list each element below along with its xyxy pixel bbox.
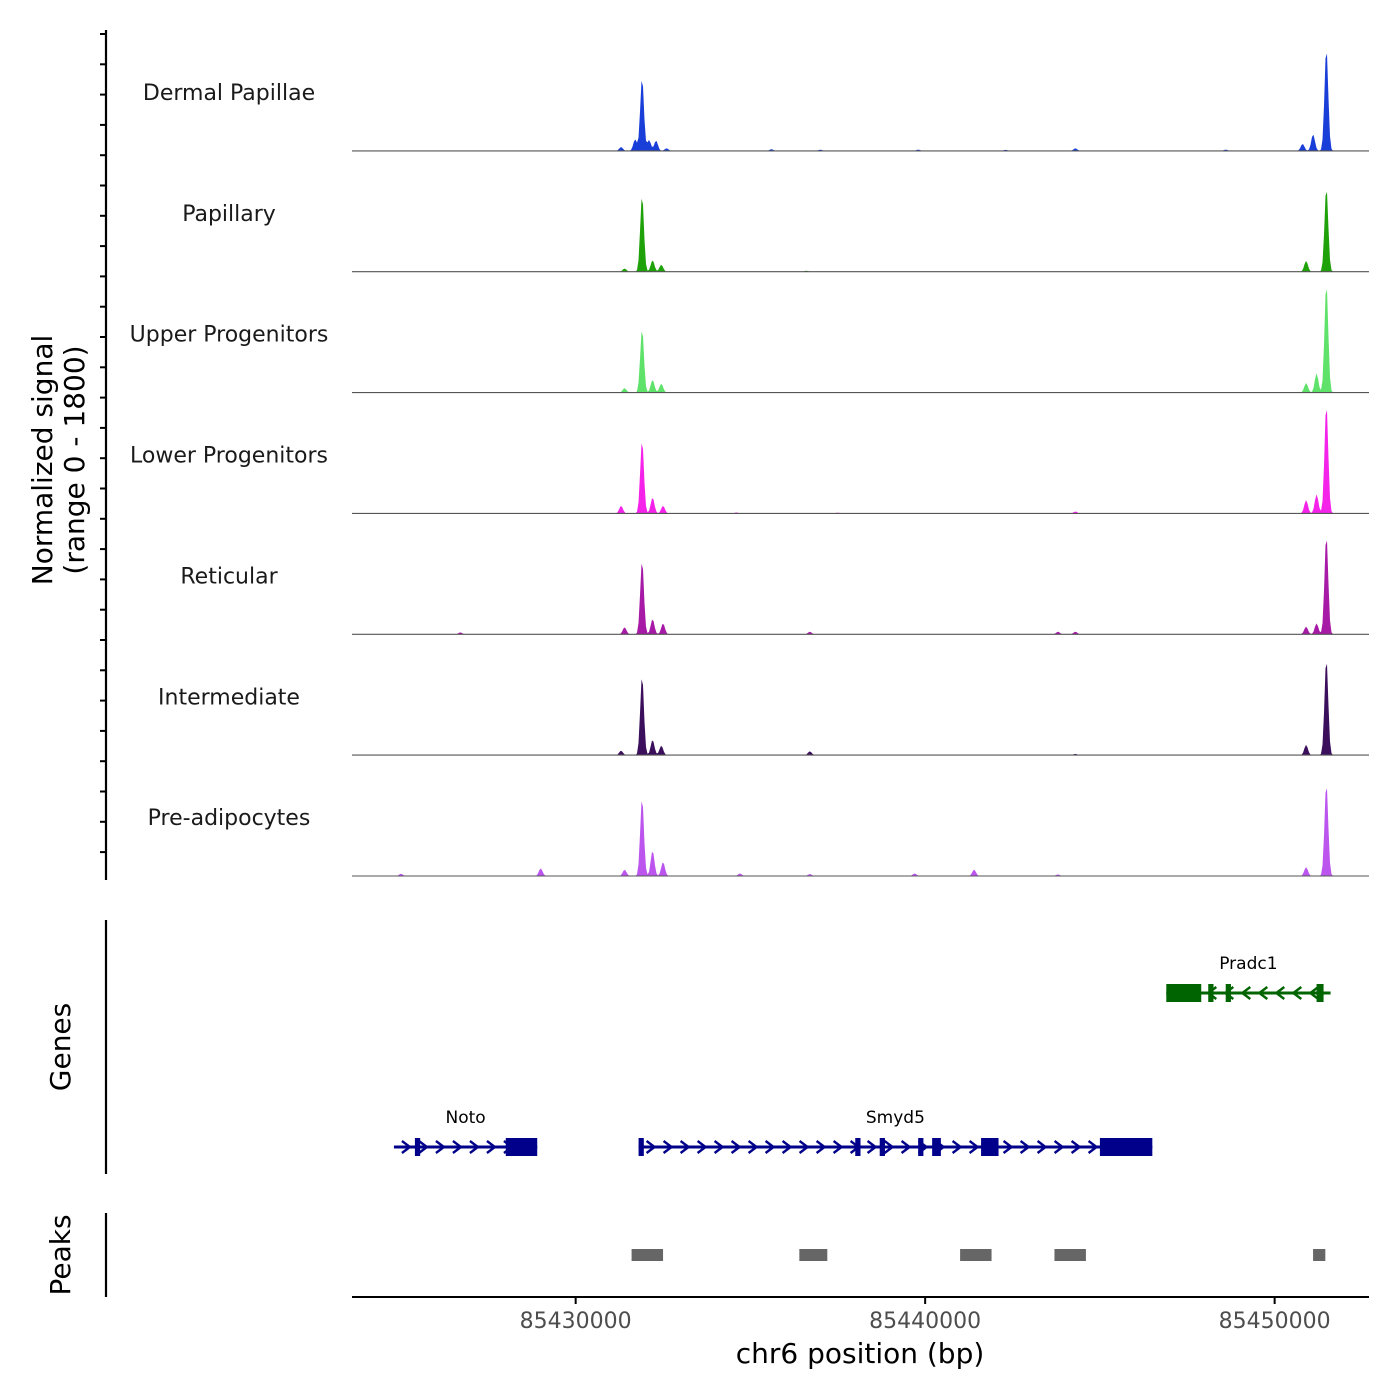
track-label: Intermediate [158,685,300,710]
track-reticular: Reticular [180,540,1369,635]
strand-arrow [696,1140,708,1154]
strand-arrow [679,1140,691,1154]
track-label: Reticular [180,564,278,589]
signal-y-ticks [100,33,106,854]
strand-arrow [645,1140,657,1154]
peak-region [1054,1249,1086,1261]
signal-area [352,540,1369,635]
strand-arrow [747,1140,759,1154]
peak-region [960,1249,992,1261]
gene-noto: Noto [393,1108,538,1156]
track-dermal-papillae: Dermal Papillae [143,53,1369,152]
exon [1316,984,1324,1002]
strand-arrow [730,1140,742,1154]
strand-arrow [713,1140,725,1154]
track-pre-adipocytes: Pre-adipocytes [148,788,1369,877]
strand-arrow [900,1140,912,1154]
strand-arrow [486,1140,497,1154]
peak-region [799,1249,828,1261]
gene-pradc1: Pradc1 [1166,954,1331,1002]
track-label: Lower Progenitors [130,444,328,469]
exon [879,1138,885,1156]
exon [638,1138,644,1156]
strand-arrow [764,1140,776,1154]
track-papillary: Papillary [182,191,1369,273]
strand-arrow [1070,1140,1082,1154]
peak-region [1313,1249,1326,1261]
exon [981,1138,999,1156]
track-upper-progenitors: Upper Progenitors [130,289,1369,394]
signal-area [352,410,1369,514]
strand-arrow [418,1140,429,1154]
track-label: Dermal Papillae [143,81,315,106]
strand-arrow [883,1140,895,1154]
strand-arrow [951,1140,963,1154]
x-tick-label: 85440000 [869,1309,981,1334]
track-label: Papillary [182,202,276,227]
exon [932,1138,941,1156]
exon [918,1138,924,1156]
gene-smyd5: Smyd5 [638,1108,1153,1156]
signal-area [352,788,1369,876]
gene-label: Smyd5 [866,1108,925,1128]
strand-arrow [1036,1140,1048,1154]
signal-area [352,191,1369,272]
strand-arrow [798,1140,810,1154]
strand-arrow [1002,1140,1014,1154]
signal-y-axis-title: Normalized signal [26,335,59,586]
signal-y-axis-range: (range 0 - 1800) [58,345,91,574]
strand-arrow [832,1140,844,1154]
exon [1099,1138,1153,1156]
x-tick-label: 85450000 [1219,1309,1331,1334]
track-intermediate: Intermediate [158,663,1369,756]
peaks-panel: Peaks [44,1213,1326,1297]
strand-arrow [1087,1140,1099,1154]
strand-arrow [435,1140,446,1154]
gene-models: Noto Smyd5 Pradc1 [393,954,1331,1156]
strand-arrow [401,1140,412,1154]
exon [1208,984,1214,1002]
exon [505,1138,538,1156]
strand-arrow [469,1140,480,1154]
gene-label: Pradc1 [1219,954,1277,974]
track-label: Upper Progenitors [130,323,329,348]
signal-area [352,663,1369,756]
peak-region [631,1249,664,1261]
genes-panel: Genes Noto Smyd5 Pradc1 [44,920,1331,1174]
strand-arrow [1308,986,1320,1000]
strand-arrow [1291,986,1303,1000]
strand-arrow [781,1140,793,1154]
exon [414,1138,421,1156]
exon [1225,984,1231,1002]
x-tick-label: 85430000 [520,1309,632,1334]
strand-arrow [1053,1140,1065,1154]
strand-arrow [968,1140,980,1154]
peaks-axis-title: Peaks [44,1214,77,1295]
strand-arrow [1019,1140,1031,1154]
strand-arrow [1274,986,1286,1000]
strand-arrow [1257,986,1269,1000]
signal-area [352,289,1369,393]
x-ticks: 85430000 85440000 85450000 [520,1297,1331,1334]
strand-arrow [1240,986,1252,1000]
signal-y-axis: Normalized signal (range 0 - 1800) [26,30,108,880]
peak-regions [631,1249,1326,1261]
strand-arrow [866,1140,878,1154]
strand-arrow [662,1140,674,1154]
exon [855,1138,861,1156]
x-axis: 85430000 85440000 85450000 chr6 position (… [352,1296,1369,1370]
strand-arrow [815,1140,827,1154]
gene-label: Noto [446,1108,486,1128]
signal-area [352,53,1369,151]
track-lower-progenitors: Lower Progenitors [130,410,1369,514]
genes-axis-title: Genes [44,1003,77,1091]
exon [1166,984,1202,1002]
strand-arrow [452,1140,463,1154]
signal-tracks: Dermal Papillae Papillary Upper Progenitor… [130,53,1369,877]
x-axis-title: chr6 position (bp) [736,1337,985,1370]
track-label: Pre-adipocytes [148,806,311,831]
